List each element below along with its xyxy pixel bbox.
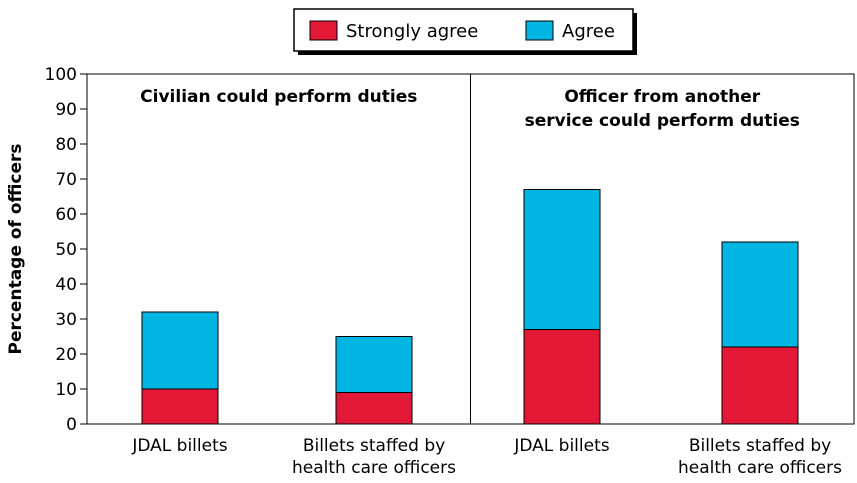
y-tick-label: 80 xyxy=(55,135,77,155)
y-tick-label: 50 xyxy=(55,240,77,260)
legend-swatch xyxy=(309,20,338,41)
category-label: JDAL billets xyxy=(513,436,609,456)
category-label: health care officers xyxy=(678,458,842,478)
y-tick-label: 20 xyxy=(55,345,77,365)
y-tick-label: 70 xyxy=(55,170,77,190)
y-tick-label: 10 xyxy=(55,380,77,400)
bar-segment-agree xyxy=(141,311,219,390)
y-tick-label: 100 xyxy=(45,65,77,85)
bar-segment-strongly-agree xyxy=(721,346,799,425)
category-label: Billets staffed by xyxy=(303,436,445,456)
category-label: Billets staffed by xyxy=(689,436,831,456)
bar-segment-strongly-agree xyxy=(335,392,413,425)
y-tick-label: 60 xyxy=(55,205,77,225)
bar-segment-agree xyxy=(523,189,601,330)
legend-label: Strongly agree xyxy=(346,21,478,42)
bar-segment-strongly-agree xyxy=(523,329,601,425)
legend-swatch xyxy=(525,20,554,41)
bar-segment-agree xyxy=(335,336,413,393)
panel-title: service could perform duties xyxy=(525,111,800,131)
y-tick-label: 40 xyxy=(55,275,77,295)
bar-segment-strongly-agree xyxy=(141,388,219,425)
y-tick-label: 0 xyxy=(66,415,77,435)
category-label: health care officers xyxy=(292,458,456,478)
legend-box xyxy=(293,8,634,52)
panel-title: Civilian could perform duties xyxy=(140,87,417,107)
panel-title: Officer from another xyxy=(564,87,760,107)
bar-segment-agree xyxy=(721,241,799,348)
y-tick-label: 30 xyxy=(55,310,77,330)
category-label: JDAL billets xyxy=(131,436,227,456)
legend-label: Agree xyxy=(562,21,615,42)
y-axis-title: Percentage of officers xyxy=(6,143,26,354)
y-tick-label: 90 xyxy=(55,100,77,120)
